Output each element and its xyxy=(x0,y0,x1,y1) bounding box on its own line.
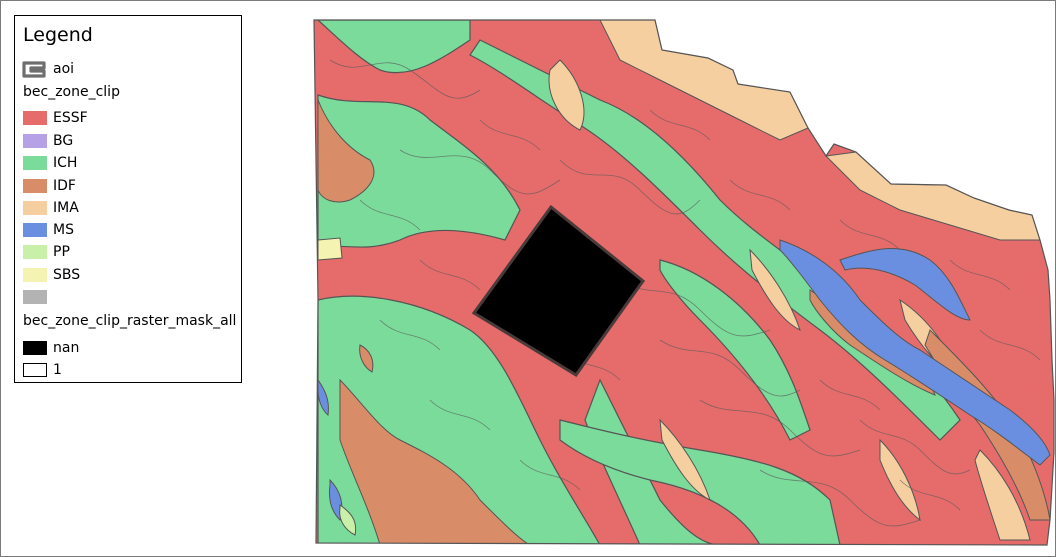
legend-swatch-ms xyxy=(23,223,47,237)
legend-group-bec-zone: bec_zone_clip xyxy=(23,84,120,100)
legend-swatch-bg xyxy=(23,134,47,148)
legend-panel: Legend aoi bec_zone_clip ESSF BG ICH IDF… xyxy=(14,15,242,383)
legend-swatch-pp xyxy=(23,245,47,259)
aoi-outline-icon xyxy=(22,61,46,78)
legend-label-bg: BG xyxy=(53,133,74,149)
legend-title: Legend xyxy=(23,24,93,46)
legend-group-raster-mask: bec_zone_clip_raster_mask_all xyxy=(23,313,237,329)
legend-label-idf: IDF xyxy=(53,178,76,194)
legend-swatch-nan xyxy=(23,341,47,355)
legend-swatch-one xyxy=(23,363,47,377)
legend-label-ima: IMA xyxy=(53,200,79,216)
legend-swatch-essf xyxy=(23,111,47,125)
legend-label-essf: ESSF xyxy=(53,110,88,126)
legend-label-one: 1 xyxy=(53,362,62,378)
legend-label-nan: nan xyxy=(53,340,80,356)
legend-label-aoi: aoi xyxy=(53,61,75,77)
legend-swatch-ima xyxy=(23,201,47,215)
legend-label-ich: ICH xyxy=(53,155,78,171)
legend-label-pp: PP xyxy=(53,244,70,260)
legend-label-ms: MS xyxy=(53,222,74,238)
aoi-boundary xyxy=(313,19,1055,546)
legend-swatch-idf xyxy=(23,179,47,193)
raster-mask-nan-area xyxy=(471,204,646,378)
legend-swatch-other xyxy=(23,290,47,304)
legend-label-sbs: SBS xyxy=(53,267,81,283)
legend-swatch-sbs xyxy=(23,268,47,282)
bec-zone-layer xyxy=(314,20,1054,545)
legend-swatch-ich xyxy=(23,156,47,170)
